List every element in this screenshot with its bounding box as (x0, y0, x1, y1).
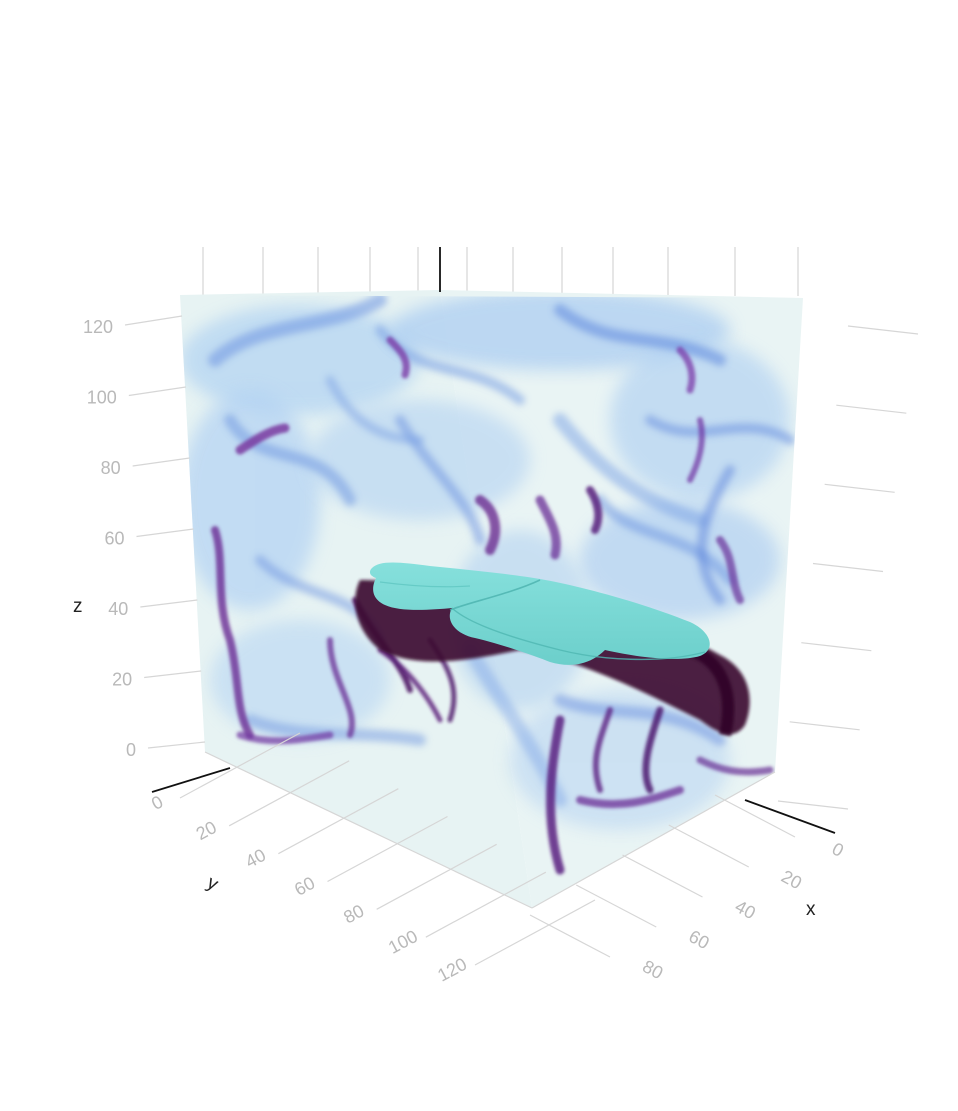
z-tick-label: 80 (101, 458, 121, 478)
x-axis-line (744, 799, 836, 834)
volume-vortex-tubes-dark (211, 336, 774, 875)
volume-render (180, 290, 803, 908)
y-tick-label: 60 (291, 873, 318, 900)
z-tick-label: 120 (83, 317, 113, 337)
z-gridline (128, 386, 186, 397)
z-tick-label: 60 (104, 529, 124, 549)
x-gridline (575, 884, 657, 928)
x-tick-label: 0 (829, 839, 847, 861)
z-tick-label: 100 (87, 388, 117, 408)
y-tick-label: 120 (434, 954, 470, 986)
z-gridline (132, 457, 190, 467)
z-gridline-right (812, 562, 884, 573)
y-tick-label: 20 (193, 817, 220, 844)
z-tick-label: 40 (108, 599, 128, 619)
isosurface (369, 562, 710, 665)
z-gridline (147, 741, 206, 749)
x-tick-label: 20 (778, 866, 805, 893)
z-gridline-right (824, 483, 895, 493)
x-axis-title: x (806, 899, 816, 920)
x-tick-label: 80 (639, 956, 666, 983)
floor-edge-left (204, 751, 533, 909)
y-gridline (425, 871, 547, 938)
x-tick-label: 40 (732, 896, 759, 923)
y-tick-label: 0 (148, 792, 166, 814)
z-gridline (124, 315, 183, 326)
y-tick-label: 40 (242, 845, 269, 872)
x-gridline (529, 914, 611, 958)
y-gridline (278, 788, 399, 855)
z-gridline-right (836, 404, 907, 414)
z-gridline-right (789, 721, 860, 731)
y-tick-label: 80 (340, 901, 367, 928)
x-gridline (622, 854, 703, 898)
z-tick-label: 0 (126, 740, 136, 760)
x-gridline (714, 794, 796, 838)
y-gridline (474, 899, 596, 966)
y-gridline (228, 760, 350, 827)
y-gridline (376, 843, 497, 910)
y-axis-title: y (203, 872, 222, 895)
x-tick-label: 60 (686, 926, 713, 953)
z-axis-title: z (73, 596, 83, 617)
y-gridline (327, 815, 448, 883)
z-gridline (144, 670, 202, 679)
x-gridline (668, 824, 750, 868)
z-gridline-right (801, 642, 872, 652)
z-tick-label: 20 (112, 670, 132, 690)
z-gridline (140, 599, 198, 608)
z-gridline-right (847, 325, 919, 335)
z-gridline-right (777, 800, 849, 810)
y-tick-label: 100 (385, 926, 421, 958)
y-gridline (179, 732, 301, 799)
floor-edge-right (531, 771, 776, 909)
y-axis-line (151, 767, 231, 793)
z-gridline (136, 528, 194, 538)
